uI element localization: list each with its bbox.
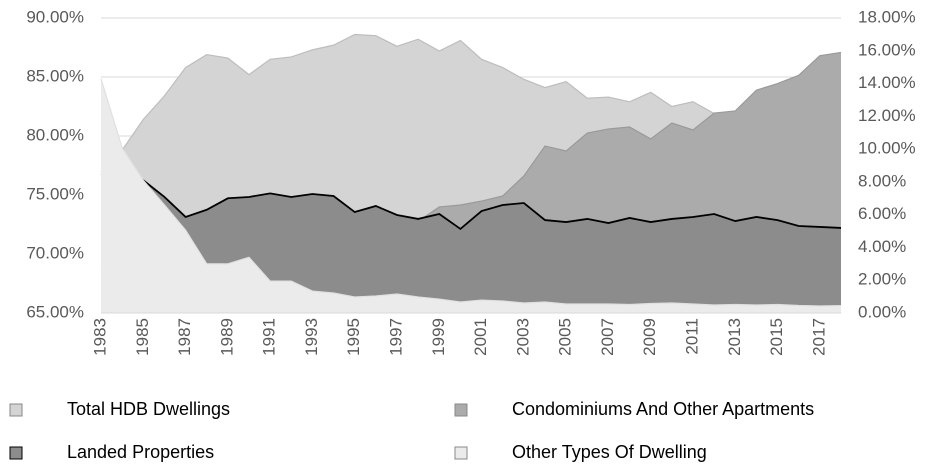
x-tick-label: 2005	[556, 318, 575, 356]
x-tick-label: 1993	[302, 318, 321, 356]
x-tick-label: 1991	[260, 318, 279, 356]
x-tick-label: 1997	[386, 318, 405, 356]
x-tick-label: 2011	[682, 318, 701, 355]
area	[101, 78, 841, 313]
legend-label: Condominiums And Other Apartments	[512, 399, 814, 419]
y2-tick-label: 12.00%	[858, 106, 916, 125]
y-tick-label: 85.00%	[26, 66, 84, 85]
x-tick-label: 1995	[344, 318, 363, 356]
area	[101, 173, 841, 313]
y-tick-label: 90.00%	[26, 7, 84, 26]
x-tick-label: 2015	[767, 318, 786, 356]
y2-tick-label: 4.00%	[858, 237, 906, 256]
x-tick-label: 2001	[471, 318, 490, 356]
y-tick-label: 70.00%	[26, 243, 84, 262]
legend-swatch	[9, 403, 23, 417]
y-tick-label: 80.00%	[26, 125, 84, 144]
y-tick-label: 75.00%	[26, 184, 84, 203]
x-tick-label: 2013	[725, 318, 744, 356]
x-tick-label: 2017	[809, 318, 828, 356]
legend-label: Other Types Of Dwelling	[512, 442, 707, 462]
legend-swatch	[454, 446, 468, 460]
x-tick-label: 2009	[640, 318, 659, 356]
y-tick-label: 65.00%	[26, 302, 84, 321]
x-tick-label: 2007	[598, 318, 617, 356]
area-line	[100, 78, 842, 307]
legend-label: Landed Properties	[67, 442, 214, 462]
y2-tick-label: 10.00%	[858, 139, 916, 158]
x-tick-label: 1985	[133, 318, 152, 356]
y2-tick-label: 6.00%	[858, 204, 906, 223]
y2-tick-label: 2.00%	[858, 270, 906, 289]
y2-tick-label: 16.00%	[858, 40, 916, 59]
x-tick-label: 1987	[175, 318, 194, 356]
x-tick-label: 1999	[429, 318, 448, 356]
y2-tick-label: 8.00%	[858, 171, 906, 190]
x-tick-label: 1989	[217, 318, 236, 356]
legend-label: Total HDB Dwellings	[67, 399, 230, 419]
legend-swatch	[9, 446, 23, 460]
legend-swatch	[454, 403, 468, 417]
y2-tick-label: 0.00%	[858, 302, 906, 321]
area-line	[100, 172, 842, 231]
x-tick-label: 1983	[90, 318, 109, 356]
x-tick-label: 2003	[513, 318, 532, 356]
y2-tick-label: 14.00%	[858, 73, 916, 92]
y2-tick-label: 18.00%	[858, 7, 916, 26]
